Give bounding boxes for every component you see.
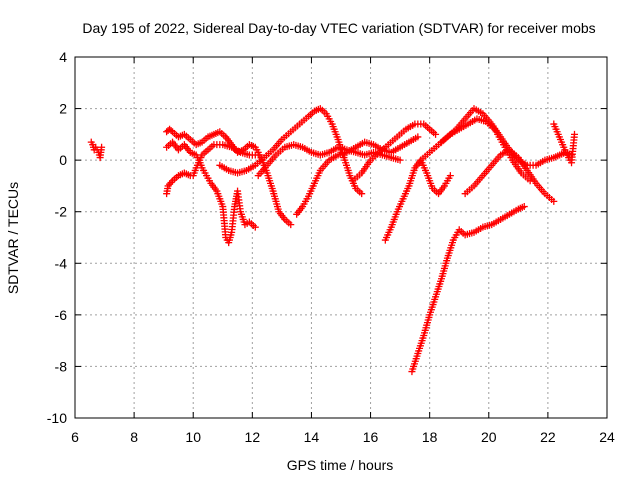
x-tick-label: 18 — [422, 429, 438, 445]
y-axis-label: SDTVAR / TECUs — [5, 182, 21, 294]
data-point-marker — [287, 221, 295, 229]
grid-layer — [75, 57, 607, 418]
series-arc14 — [550, 120, 578, 167]
x-tick-label: 16 — [363, 429, 379, 445]
x-tick-label: 20 — [481, 429, 497, 445]
y-tick-label: -4 — [55, 255, 68, 271]
data-point-marker — [396, 156, 404, 164]
data-point-marker — [446, 172, 454, 180]
y-tick-label: -6 — [55, 307, 68, 323]
series-arc1 — [87, 138, 106, 162]
data-point-marker — [414, 133, 422, 141]
y-tick-label: -10 — [47, 410, 67, 426]
x-tick-label: 8 — [130, 429, 138, 445]
x-axis-label: GPS time / hours — [287, 457, 394, 473]
series-arc4 — [163, 141, 262, 198]
y-tick-label: -8 — [55, 358, 68, 374]
series-arc8 — [349, 120, 440, 185]
data-point-marker — [570, 130, 578, 138]
data-point-marker — [167, 126, 175, 134]
data-point-marker — [254, 151, 262, 159]
data-point-marker — [432, 130, 440, 138]
data-point-marker — [520, 203, 528, 211]
series-arc7 — [293, 133, 422, 218]
x-tick-label: 12 — [245, 429, 261, 445]
data-point-marker — [550, 197, 558, 205]
data-point-marker — [251, 223, 259, 231]
x-tick-label: 14 — [304, 429, 320, 445]
y-tick-label: -2 — [55, 204, 68, 220]
x-tick-label: 6 — [71, 429, 79, 445]
x-tick-label: 24 — [599, 429, 615, 445]
series-arc13 — [461, 146, 558, 205]
plot-frame — [74, 56, 608, 419]
chart-title: Day 195 of 2022, Sidereal Day-to-day VTE… — [82, 20, 595, 36]
y-tick-label: 4 — [59, 49, 67, 65]
data-point-marker — [98, 143, 106, 151]
series-arc10 — [408, 203, 528, 376]
y-tick-label: 0 — [59, 152, 67, 168]
series-arc9 — [381, 156, 454, 244]
data-point-marker — [358, 190, 366, 198]
x-tick-label: 10 — [185, 429, 201, 445]
y-tick-label: 2 — [59, 101, 67, 117]
series-arc2 — [163, 138, 259, 247]
marks-layer — [87, 105, 578, 376]
x-tick-label: 22 — [540, 429, 556, 445]
